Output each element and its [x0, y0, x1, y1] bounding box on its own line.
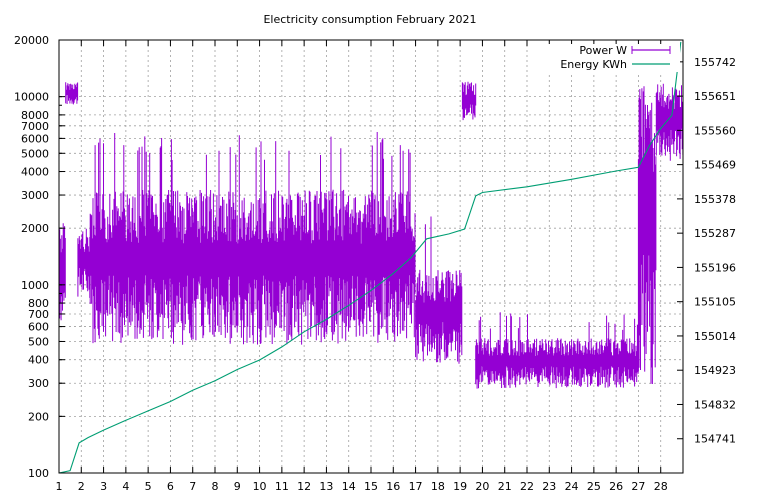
y2-tick-label: 155287 — [694, 227, 736, 240]
y2-tick-label: 155742 — [694, 56, 736, 69]
y-tick-label: 100 — [28, 467, 49, 480]
x-tick-label: 3 — [100, 480, 107, 493]
y-tick-label: 2000 — [21, 222, 49, 235]
x-tick-label: 21 — [498, 480, 512, 493]
y2-tick-label: 155560 — [694, 124, 736, 137]
x-tick-label: 17 — [409, 480, 423, 493]
y-tick-label: 200 — [28, 410, 49, 423]
y-tick-label: 1000 — [21, 279, 49, 292]
x-tick-label: 8 — [212, 480, 219, 493]
y-tick-label: 400 — [28, 354, 49, 367]
y-tick-label: 6000 — [21, 132, 49, 145]
y2-tick-label: 154741 — [694, 433, 736, 446]
x-tick-label: 2 — [78, 480, 85, 493]
x-tick-label: 23 — [542, 480, 556, 493]
y2-tick-label: 154832 — [694, 398, 736, 411]
x-tick-label: 1 — [56, 480, 63, 493]
x-tick-label: 13 — [319, 480, 333, 493]
y-tick-label: 8000 — [21, 109, 49, 122]
x-tick-label: 25 — [587, 480, 601, 493]
power-series — [59, 82, 683, 389]
y2-tick-label: 155196 — [694, 261, 736, 274]
y-tick-label: 20000 — [14, 34, 49, 47]
y2-tick-label: 155105 — [694, 296, 736, 309]
x-tick-label: 28 — [654, 480, 668, 493]
y-tick-label: 10000 — [14, 91, 49, 104]
x-tick-label: 22 — [520, 480, 534, 493]
y-tick-label: 5000 — [21, 147, 49, 160]
y2-tick-label: 155378 — [694, 193, 736, 206]
x-tick-label: 4 — [122, 480, 129, 493]
x-tick-label: 10 — [253, 480, 267, 493]
x-tick-label: 5 — [145, 480, 152, 493]
y-tick-label: 300 — [28, 377, 49, 390]
y2-tick-label: 154923 — [694, 364, 736, 377]
y-tick-label: 500 — [28, 335, 49, 348]
y-tick-label: 600 — [28, 321, 49, 334]
x-tick-label: 7 — [189, 480, 196, 493]
y-tick-label: 3000 — [21, 189, 49, 202]
x-tick-label: 26 — [609, 480, 623, 493]
x-tick-label: 9 — [234, 480, 241, 493]
y2-tick-label: 155469 — [694, 159, 736, 172]
legend-label-power: Power W — [579, 44, 627, 57]
legend: Power W Energy KWh — [548, 44, 680, 72]
y2-tick-label: 155651 — [694, 90, 736, 103]
chart-title: Electricity consumption February 2021 — [263, 13, 476, 26]
x-tick-label: 24 — [565, 480, 579, 493]
legend-label-energy: Energy KWh — [560, 58, 627, 71]
x-tick-label: 16 — [386, 480, 400, 493]
x-tick-label: 11 — [275, 480, 289, 493]
power-impulses — [59, 82, 683, 389]
x-tick-label: 19 — [453, 480, 467, 493]
x-tick-label: 12 — [297, 480, 311, 493]
x-tick-label: 20 — [475, 480, 489, 493]
x-tick-label: 6 — [167, 480, 174, 493]
y2-tick-label: 155014 — [694, 330, 736, 343]
y-tick-label: 4000 — [21, 166, 49, 179]
x-tick-label: 27 — [631, 480, 645, 493]
x-tick-label: 14 — [342, 480, 356, 493]
x-tick-label: 15 — [364, 480, 378, 493]
y-tick-label: 800 — [28, 297, 49, 310]
x-tick-label: 18 — [431, 480, 445, 493]
